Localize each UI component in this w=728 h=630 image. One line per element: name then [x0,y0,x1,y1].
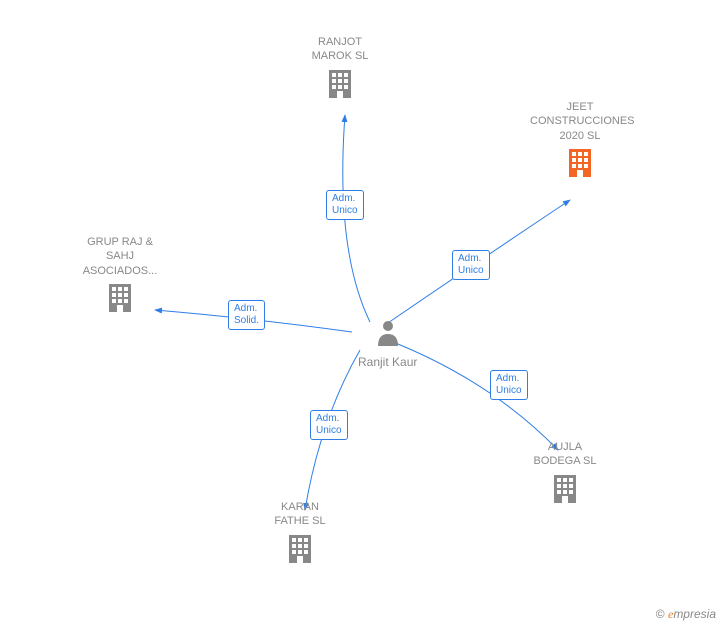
building-icon [250,533,350,568]
edge-label-jeet: Adm. Unico [452,250,490,280]
company-node-label: RANJOT MAROK SL [290,35,390,64]
company-node-label: KARAN FATHE SL [250,500,350,529]
company-node-grup[interactable]: GRUP RAJ & SAHJ ASOCIADOS... [70,235,170,317]
company-node-jeet[interactable]: JEET CONSTRUCCIONES 2020 SL [530,100,630,182]
company-node-ranjot[interactable]: RANJOT MAROK SL [290,35,390,103]
copyright-symbol: © [656,607,665,621]
company-node-karan[interactable]: KARAN FATHE SL [250,500,350,568]
center-node-label: Ranjit Kaur [358,355,417,369]
edge-label-ranjot: Adm. Unico [326,190,364,220]
edge-label-grup: Adm. Solid. [228,300,265,330]
brand-rest: mpresia [673,607,716,621]
building-icon [70,282,170,317]
edge-label-karan: Adm. Unico [310,410,348,440]
building-icon [515,473,615,508]
building-icon [530,147,630,182]
center-node[interactable]: Ranjit Kaur [358,318,417,369]
network-diagram: Adm. Unico Adm. Unico Adm. Solid. Adm. Unic… [0,0,728,630]
company-node-label: JEET CONSTRUCCIONES 2020 SL [530,100,630,143]
company-node-label: GRUP RAJ & SAHJ ASOCIADOS... [70,235,170,278]
footer-credit: © empresia [656,607,716,622]
person-icon [376,318,400,346]
company-node-aujla[interactable]: AUJLA BODEGA SL [515,440,615,508]
building-icon [290,68,390,103]
edge-label-aujla: Adm. Unico [490,370,528,400]
company-node-label: AUJLA BODEGA SL [515,440,615,469]
